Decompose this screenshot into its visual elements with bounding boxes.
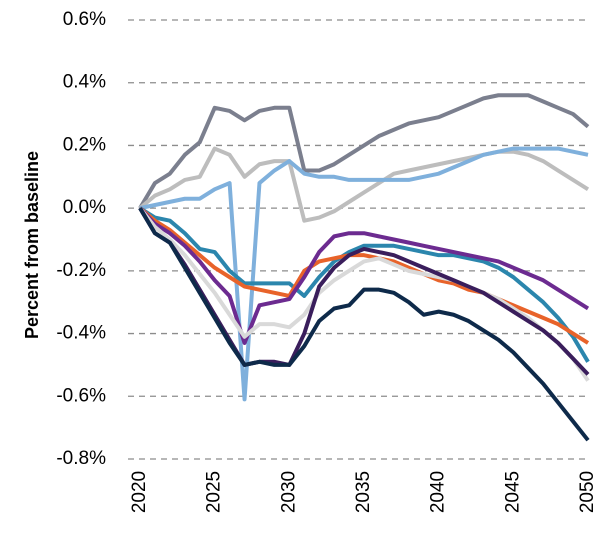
x-tick-label: 2045 (502, 471, 523, 513)
series-line (138, 93, 590, 210)
series-line (138, 146, 590, 223)
series-line (138, 206, 590, 345)
series-line (138, 207, 590, 442)
y-tick-label: 0.4% (63, 72, 106, 93)
x-tick-label: 2050 (577, 471, 598, 513)
y-axis-label: Percent from baseline (22, 151, 42, 339)
series-line (138, 206, 590, 363)
x-tick-label: 2020 (129, 471, 150, 513)
series-line (138, 206, 590, 382)
y-tick-label: 0.0% (63, 197, 106, 218)
y-tick-label: -0.8% (56, 448, 106, 469)
x-tick-label: 2025 (204, 471, 225, 513)
series-line (138, 206, 590, 345)
y-tick-label: -0.6% (56, 385, 106, 406)
y-tick-label: -0.4% (56, 323, 106, 344)
series-line (139, 146, 589, 402)
x-tick-label: 2040 (428, 471, 449, 513)
x-tick-label: 2030 (278, 471, 299, 513)
y-tick-label: 0.6% (63, 9, 106, 30)
y-tick-label: -0.2% (56, 260, 106, 281)
x-tick-label: 2035 (353, 471, 374, 513)
y-tick-label: 0.2% (63, 134, 106, 155)
